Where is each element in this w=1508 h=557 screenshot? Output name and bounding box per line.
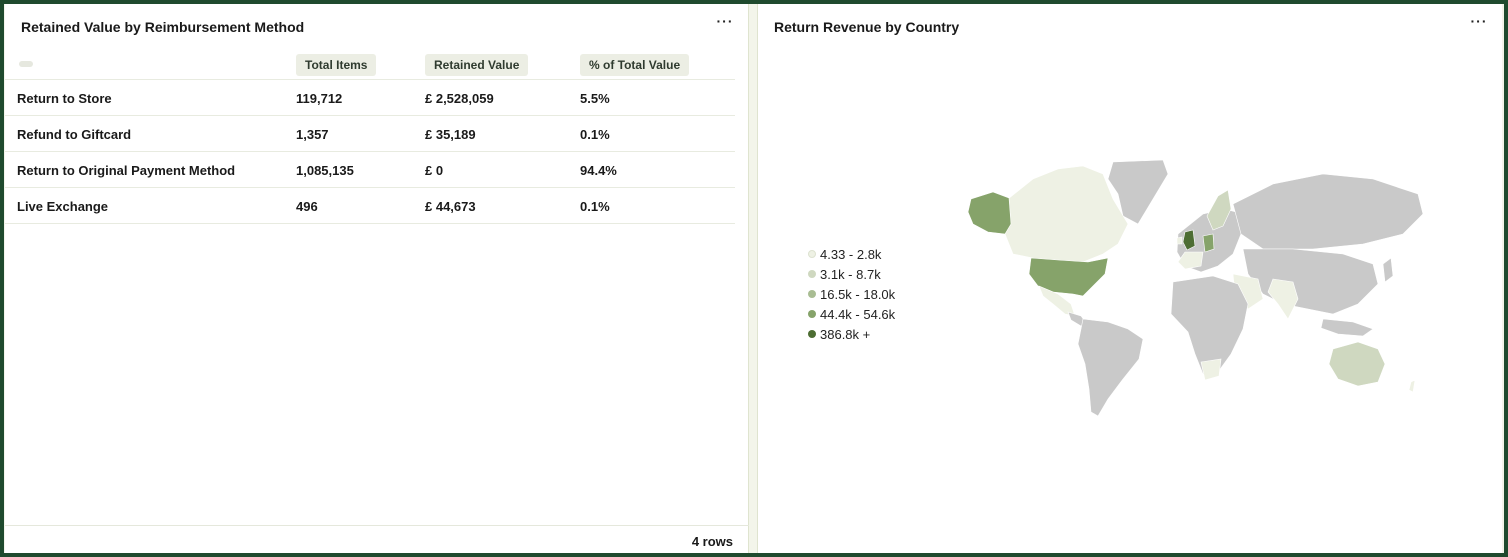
legend-dot xyxy=(808,290,816,298)
legend-item: 3.1k - 8.7k xyxy=(808,264,895,284)
cell-pct: 0.1% xyxy=(580,199,610,214)
return-revenue-panel: Return Revenue by Country ··· 4.33 - 2.8… xyxy=(757,4,1502,553)
more-options-icon[interactable]: ··· xyxy=(716,13,734,29)
cell-total-items: 1,357 xyxy=(296,127,329,142)
panel-title: Return Revenue by Country xyxy=(774,19,960,35)
legend-label: 3.1k - 8.7k xyxy=(820,266,881,282)
legend-item: 44.4k - 54.6k xyxy=(808,304,895,324)
map-country[interactable] xyxy=(1107,159,1169,225)
column-header-total-items[interactable]: Total Items xyxy=(296,54,377,76)
map-country[interactable] xyxy=(1182,229,1196,251)
map-country[interactable] xyxy=(1177,251,1204,270)
legend-dot xyxy=(808,310,816,318)
map-country[interactable] xyxy=(967,191,1012,235)
table-row: Return to Original Payment Method 1,085,… xyxy=(5,152,735,188)
map-country[interactable] xyxy=(1176,236,1183,245)
legend-item: 4.33 - 2.8k xyxy=(808,244,895,264)
map-country[interactable] xyxy=(1202,233,1215,253)
panel-title: Retained Value by Reimbursement Method xyxy=(21,19,305,35)
map-country[interactable] xyxy=(1170,275,1249,375)
retained-value-panel: Retained Value by Reimbursement Method ·… xyxy=(5,4,749,553)
map-country[interactable] xyxy=(1328,341,1386,387)
cell-pct: 0.1% xyxy=(580,127,610,142)
legend-dot xyxy=(808,270,816,278)
dashboard-frame: Retained Value by Reimbursement Method ·… xyxy=(4,4,1504,553)
map-country[interactable] xyxy=(1267,278,1299,320)
cell-retained-value: £ 2,528,059 xyxy=(425,91,494,106)
map-country[interactable] xyxy=(1004,165,1129,263)
map-country[interactable] xyxy=(1232,173,1424,250)
table-row: Refund to Giftcard 1,357 £ 35,189 0.1% xyxy=(5,116,735,152)
legend-label: 4.33 - 2.8k xyxy=(820,246,882,262)
more-options-icon[interactable]: ··· xyxy=(1470,13,1488,29)
legend-item: 16.5k - 18.0k xyxy=(808,284,895,304)
map-country[interactable] xyxy=(1077,318,1144,417)
cell-total-items: 1,085,135 xyxy=(296,163,354,178)
retained-value-table: Total Items Retained Value % of Total Va… xyxy=(5,48,735,224)
cell-method: Live Exchange xyxy=(17,199,109,214)
cell-total-items: 119,712 xyxy=(296,91,343,106)
table-row: Live Exchange 496 £ 44,673 0.1% xyxy=(5,188,735,224)
cell-method: Return to Store xyxy=(17,91,112,106)
column-header-pct-total[interactable]: % of Total Value xyxy=(580,54,690,76)
table-header: Total Items Retained Value % of Total Va… xyxy=(5,48,735,80)
legend-label: 386.8k + xyxy=(820,326,871,342)
column-header-blank[interactable] xyxy=(19,61,33,67)
map-country[interactable] xyxy=(1382,257,1394,283)
legend-dot xyxy=(808,330,816,338)
cell-method: Return to Original Payment Method xyxy=(17,163,236,178)
legend-label: 16.5k - 18.0k xyxy=(820,286,896,302)
cell-retained-value: £ 0 xyxy=(425,163,444,178)
map-country[interactable] xyxy=(1200,358,1222,381)
cell-pct: 94.4% xyxy=(580,163,617,178)
column-header-retained-value[interactable]: Retained Value xyxy=(425,54,529,76)
map-country[interactable] xyxy=(1320,318,1374,337)
table-row: Return to Store 119,712 £ 2,528,059 5.5% xyxy=(5,80,735,116)
cell-method: Refund to Giftcard xyxy=(17,127,132,142)
legend-label: 44.4k - 54.6k xyxy=(820,306,896,322)
cell-retained-value: £ 35,189 xyxy=(425,127,476,142)
cell-pct: 5.5% xyxy=(580,91,610,106)
map-country[interactable] xyxy=(1408,379,1416,393)
legend-dot xyxy=(808,250,816,258)
table-footer: 4 rows xyxy=(5,525,749,553)
world-map[interactable] xyxy=(963,154,1433,424)
map-country[interactable] xyxy=(1206,189,1232,231)
cell-retained-value: £ 44,673 xyxy=(425,199,476,214)
cell-total-items: 496 xyxy=(296,199,318,214)
row-count: 4 rows xyxy=(691,534,733,549)
legend-item: 386.8k + xyxy=(808,324,895,344)
map-country[interactable] xyxy=(1242,248,1379,315)
map-country[interactable] xyxy=(1028,257,1109,297)
map-legend: 4.33 - 2.8k 3.1k - 8.7k 16.5k - 18.0k 44… xyxy=(808,244,895,344)
